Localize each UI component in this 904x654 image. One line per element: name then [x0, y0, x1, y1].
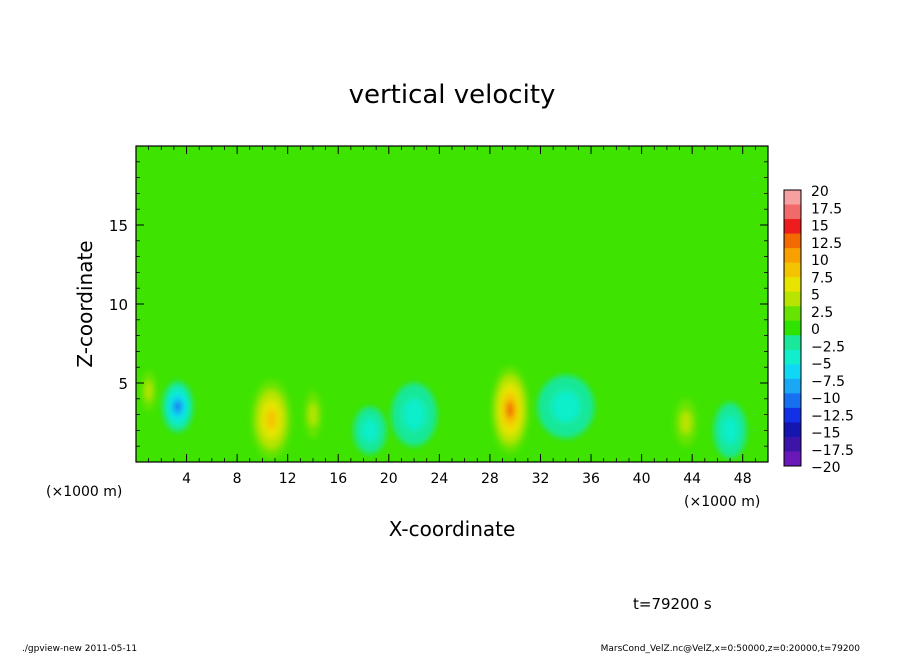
plot-area	[136, 146, 768, 462]
field-feature-downdraft-5-level-1	[551, 390, 580, 423]
colorbar-label: −7.5	[811, 374, 845, 390]
colorbar-swatch	[784, 248, 801, 264]
colorbar-label: −20	[811, 460, 841, 476]
x-tick-label: 40	[633, 471, 651, 487]
colorbar-swatch	[784, 291, 801, 307]
colorbar-swatch	[784, 190, 801, 206]
x-tick-label: 28	[481, 471, 499, 487]
colorbar-swatch	[784, 320, 801, 336]
colorbar-label: 5	[811, 288, 820, 304]
x-tick-label: 12	[279, 471, 297, 487]
colorbar-label: 17.5	[811, 201, 842, 217]
y-axis-label: Z-coordinate	[73, 240, 97, 367]
x-axis-label: X-coordinate	[389, 517, 516, 541]
colorbar-label: 20	[811, 184, 829, 200]
x-tick-label: 44	[683, 471, 701, 487]
chart-title: vertical velocity	[349, 80, 556, 110]
colorbar-swatch	[784, 335, 801, 351]
colorbar-frame	[783, 189, 802, 467]
colorbar-label: 10	[811, 253, 829, 269]
colorbar-swatch	[784, 393, 801, 409]
field-feature-updraft-7-level-1	[680, 410, 692, 435]
colorbar-swatch	[784, 277, 801, 293]
colorbar-label: 2.5	[811, 305, 833, 321]
y-tick-label: 10	[109, 296, 128, 314]
colorbar-label: −12.5	[811, 408, 854, 424]
x-tick-label: 48	[734, 471, 752, 487]
colorbar-swatch	[784, 451, 801, 467]
footer-right: MarsCond_VelZ.nc@VelZ,x=0:50000,z=0:2000…	[601, 644, 861, 654]
field-feature-updraft-9-level-1	[308, 402, 318, 427]
colorbar-label: 7.5	[811, 270, 833, 286]
y-tick-label: 5	[118, 375, 128, 393]
x-unit-left: (×1000 m)	[46, 484, 122, 500]
colorbar-swatch	[784, 204, 801, 220]
footer-left: ./gpview-new 2011-05-11	[22, 644, 137, 654]
colorbar-swatch	[784, 407, 801, 423]
colorbar-label: −2.5	[811, 339, 845, 355]
colorbar-label: 12.5	[811, 236, 842, 252]
field-feature-downdraft-6-level-1	[721, 416, 739, 445]
colorbar-swatch	[784, 219, 801, 235]
y-axis: 5 10 15	[109, 161, 768, 447]
colorbar-swatch	[784, 262, 801, 278]
field-feature-updraft-8-level-1	[144, 381, 153, 401]
colorbar-swatch	[784, 422, 801, 438]
x-tick-label: 8	[233, 471, 242, 487]
colorbar-swatch	[784, 306, 801, 322]
colorbar-label: −17.5	[811, 443, 854, 459]
colorbar-swatch	[784, 349, 801, 365]
field-background	[136, 146, 768, 462]
x-unit-right: (×1000 m)	[684, 494, 760, 510]
colorbar-label: −15	[811, 426, 841, 442]
y-tick-label: 15	[109, 217, 128, 235]
time-label: t=79200 s	[633, 595, 712, 613]
x-tick-label: 4	[182, 471, 191, 487]
colorbar-swatch	[784, 378, 801, 394]
x-tick-label: 32	[532, 471, 550, 487]
colorbar-swatch	[784, 364, 801, 380]
x-tick-label: 16	[329, 471, 347, 487]
field-feature-updraft-0-level-3	[266, 409, 277, 430]
field-feature-downdraft-4-level-1	[402, 398, 426, 431]
colorbar-label: 0	[811, 322, 820, 338]
x-tick-label: 20	[380, 471, 398, 487]
colorbar-swatch	[784, 233, 801, 249]
x-axis: 4 8 12 16 20 24 28 32 36 40 44 48	[148, 146, 756, 487]
colorbar-label: −10	[811, 391, 841, 407]
colorbar-label: 15	[811, 219, 829, 235]
colorbar-swatch	[784, 436, 801, 452]
x-tick-label: 24	[430, 471, 448, 487]
colorbar-label: −5	[811, 357, 832, 373]
field-feature-downdraft-2-level-3	[173, 400, 182, 414]
field-feature-downdraft-3-level-1	[361, 418, 379, 443]
x-tick-label: 36	[582, 471, 600, 487]
field-feature-updraft-1-level-4	[506, 401, 514, 419]
